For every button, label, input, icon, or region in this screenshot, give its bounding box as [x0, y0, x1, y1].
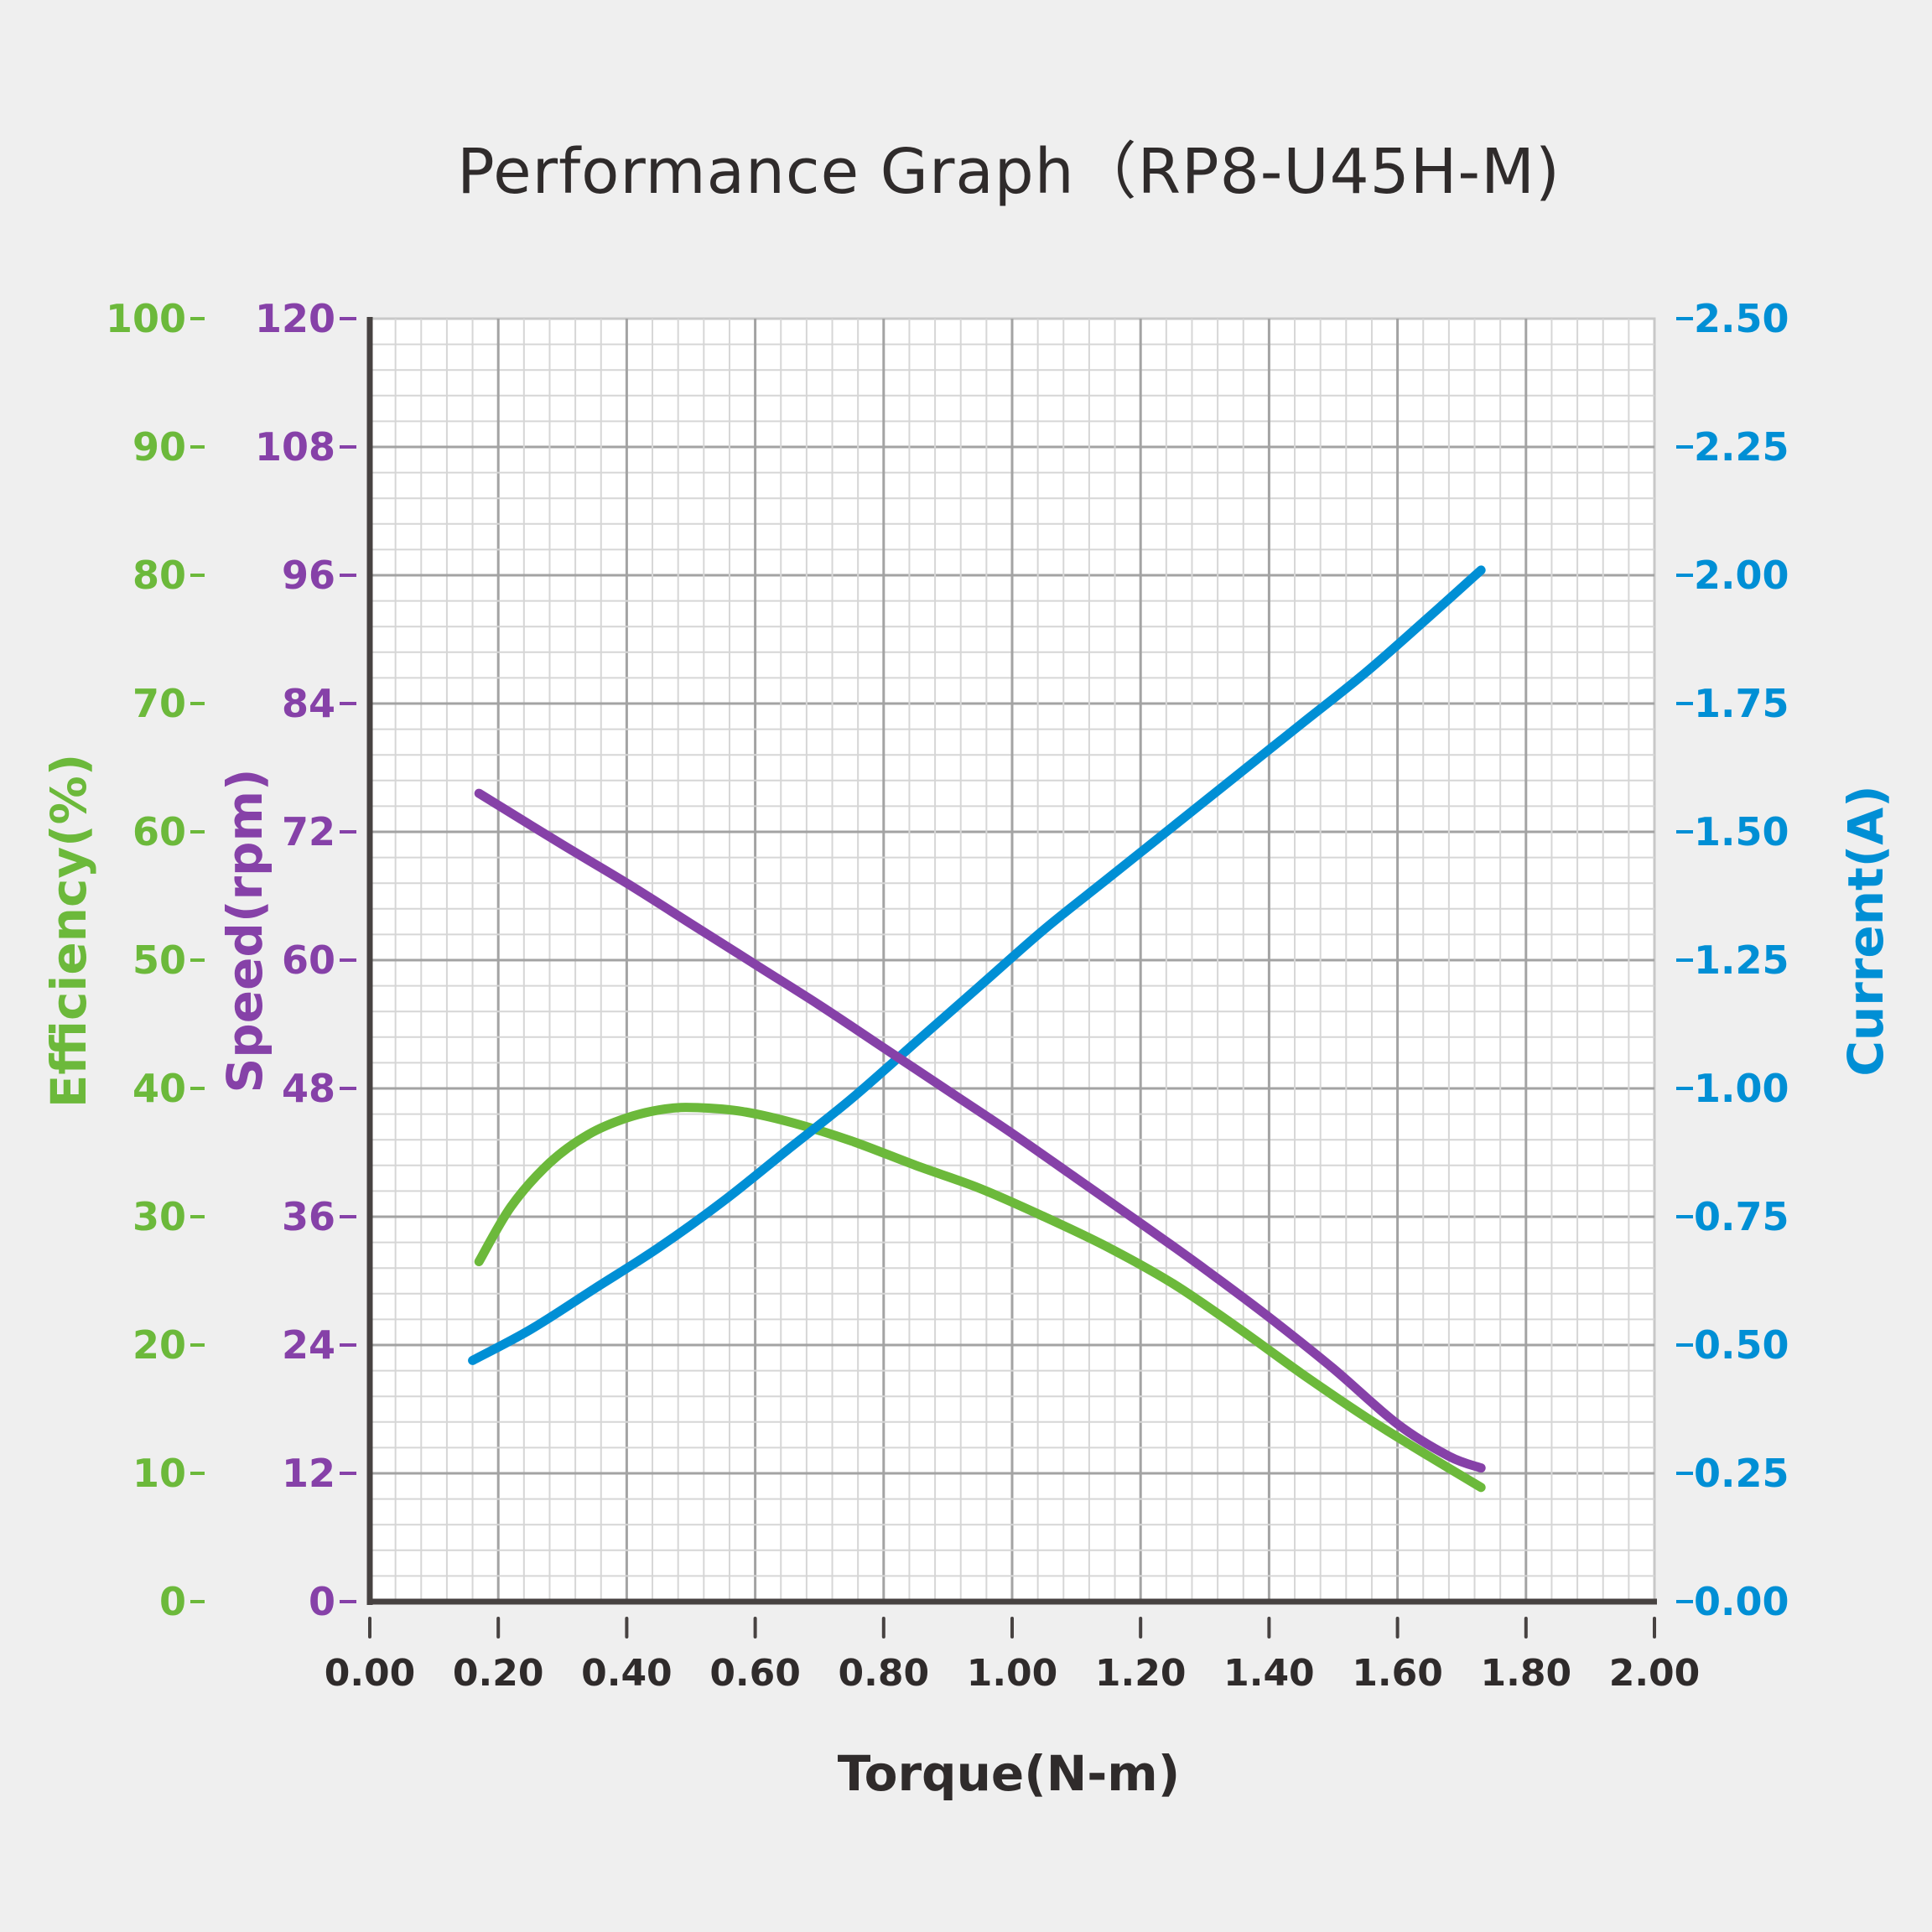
x-tick-label: 1.60 [1352, 1652, 1443, 1695]
efficiency-axis-label: Efficiency(%) [40, 754, 97, 1109]
speed-tick-label: 12 [282, 1451, 335, 1496]
current-tick-label: 0.25 [1694, 1451, 1789, 1496]
current-tick-label: 0.75 [1694, 1194, 1789, 1239]
x-tick-label: 1.20 [1095, 1652, 1187, 1695]
x-tick-label: 2.00 [1609, 1652, 1701, 1695]
efficiency-tick-label: 0 [159, 1579, 186, 1624]
x-tick-label: 1.40 [1223, 1652, 1315, 1695]
current-tick-label: 2.00 [1694, 553, 1789, 598]
ticks-group: 0.00 0.20 0.40 0.60 0.80 1.00 1.20 1.40 1.60 1.80… [106, 296, 1789, 1695]
current-tick-label: 1.25 [1694, 937, 1789, 983]
x-tick-label: 0.00 [325, 1652, 416, 1695]
speed-tick-label: 36 [282, 1194, 335, 1239]
efficiency-curve [474, 1103, 1486, 1493]
speed-tick-label: 84 [282, 681, 335, 726]
speed-curve [474, 788, 1486, 1473]
x-tick-label: 1.80 [1481, 1652, 1572, 1695]
chart-title: Performance Graph（RP8-U45H-M) [457, 136, 1561, 208]
speed-tick-label: 24 [282, 1322, 335, 1368]
speed-tick-label: 108 [255, 424, 335, 470]
speed-tick-label: 72 [282, 809, 335, 854]
speed-tick-label: 0 [309, 1579, 335, 1624]
speed-tick-label: 60 [282, 937, 335, 983]
current-tick-label: 1.50 [1694, 809, 1789, 854]
x-tick-label: 0.20 [453, 1652, 544, 1695]
current-tick-label: 2.25 [1694, 424, 1789, 470]
efficiency-tick-label: 70 [132, 681, 186, 726]
current-curve [468, 565, 1486, 1365]
speed-tick-label: 120 [255, 296, 335, 341]
current-tick-label: 2.50 [1694, 296, 1789, 341]
series-group [468, 565, 1486, 1493]
efficiency-tick-label: 100 [106, 296, 186, 341]
x-axis-label: Torque(N-m) [838, 1745, 1181, 1802]
efficiency-tick-label: 30 [132, 1194, 186, 1239]
speed-axis-label: Speed(rpm) [216, 768, 273, 1093]
current-tick-label: 0.50 [1694, 1322, 1789, 1368]
efficiency-tick-label: 80 [132, 553, 186, 598]
x-tick-label: 0.60 [709, 1652, 801, 1695]
efficiency-tick-label: 60 [132, 809, 186, 854]
efficiency-tick-label: 40 [132, 1066, 186, 1111]
current-tick-label: 1.75 [1694, 681, 1789, 726]
x-tick-label: 1.00 [967, 1652, 1058, 1695]
x-tick-label: 0.40 [581, 1652, 673, 1695]
current-axis-label: Current(A) [1837, 785, 1894, 1076]
efficiency-tick-label: 50 [132, 937, 186, 983]
grid [370, 319, 1654, 1602]
efficiency-tick-label: 90 [132, 424, 186, 470]
efficiency-tick-label: 20 [132, 1322, 186, 1368]
current-tick-label: 0.00 [1694, 1579, 1789, 1624]
axes [366, 317, 1657, 1605]
speed-tick-label: 96 [282, 553, 335, 598]
efficiency-tick-label: 10 [132, 1451, 186, 1496]
x-tick-label: 0.80 [839, 1652, 930, 1695]
current-tick-label: 1.00 [1694, 1066, 1789, 1111]
speed-tick-label: 48 [282, 1066, 335, 1111]
